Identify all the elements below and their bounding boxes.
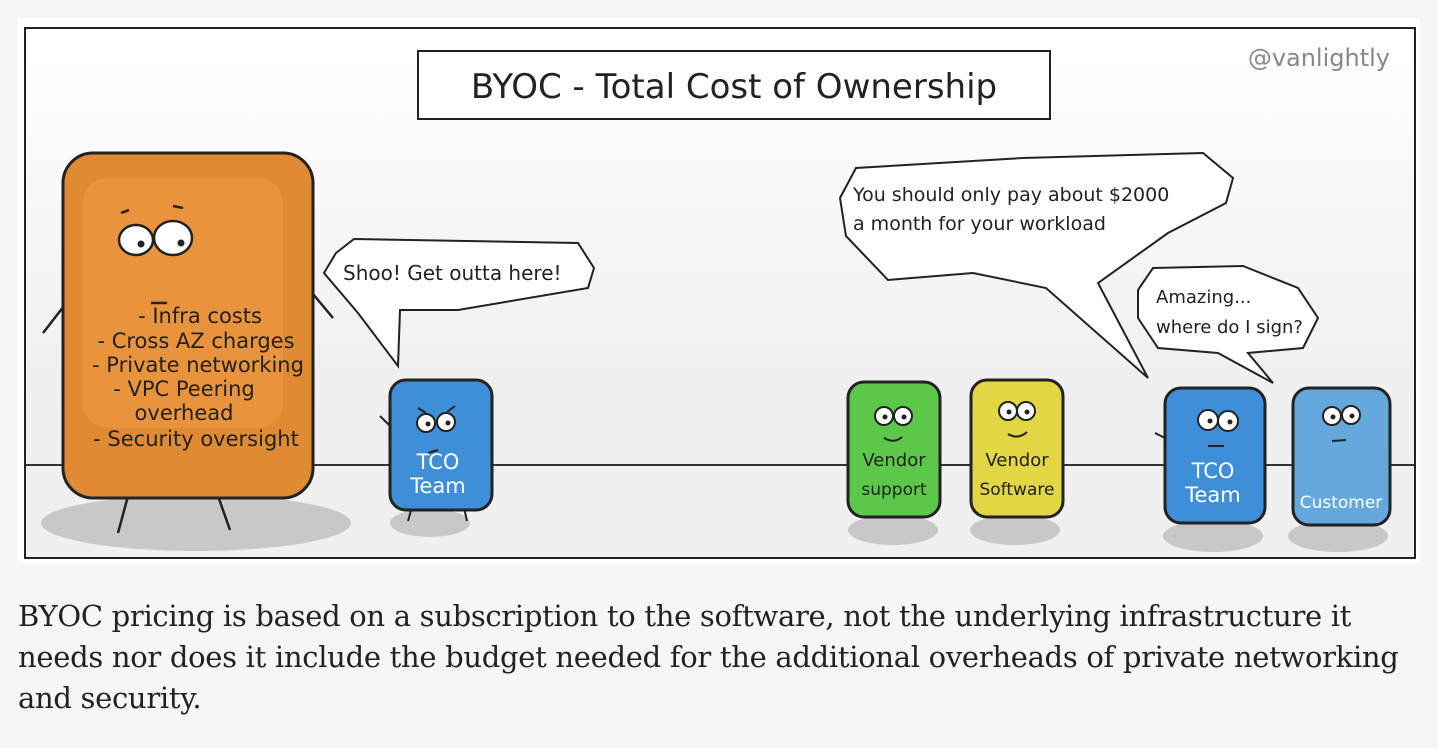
speech-text: Amazing...: [1156, 287, 1251, 308]
character-label: support: [861, 480, 927, 500]
tco-team-right-character: TCO Team: [1154, 386, 1267, 525]
character-label: TCO: [1191, 459, 1235, 483]
character-label: TCO: [416, 450, 460, 474]
cost-item: - Cross AZ charges: [97, 329, 294, 353]
character-label: Vendor: [985, 450, 1049, 471]
character-label: Software: [980, 480, 1055, 500]
speech-bubble-customer: Amazing... where do I sign?: [1137, 264, 1320, 384]
cost-item: - Security oversight: [93, 427, 299, 451]
speech-bubble-pricing: You should only pay about $2000 a month …: [838, 151, 1235, 379]
speech-text: a month for your workload: [853, 213, 1106, 235]
artist-signature: @vanlightly: [1248, 44, 1390, 72]
cost-item: - Infra costs: [138, 304, 262, 328]
speech-bubble-shoo: Shoo! Get outta here!: [322, 237, 596, 369]
character-label: Vendor: [862, 450, 926, 471]
comic-illustration: BYOC - Total Cost of Ownership @vanlight…: [18, 18, 1420, 563]
cost-item: - Private networking: [92, 353, 304, 377]
speech-text: Shoo! Get outta here!: [343, 261, 562, 285]
character-label: Team: [1184, 483, 1241, 507]
shadows: [41, 495, 1388, 552]
character-label: Customer: [1300, 493, 1383, 513]
title-box: [417, 50, 1051, 120]
cost-item: overhead: [135, 401, 234, 425]
comic-panel: BYOC - Total Cost of Ownership @vanlight…: [24, 27, 1416, 559]
image-caption: BYOC pricing is based on a subscription …: [18, 599, 1399, 715]
cost-item: - VPC Peering: [113, 377, 254, 401]
speech-text: You should only pay about $2000: [852, 184, 1169, 206]
vendor-software-character: Vendor Software: [969, 378, 1065, 519]
customer-character: Customer: [1291, 386, 1392, 527]
speech-text: where do I sign?: [1156, 317, 1303, 338]
tco-team-left-character: TCO Team: [379, 378, 494, 522]
character-label: Team: [409, 474, 466, 498]
vendor-support-character: Vendor support: [846, 380, 942, 519]
comic-title: BYOC - Total Cost of Ownership: [471, 67, 997, 107]
cost-block-character: - Infra costs - Cross AZ charges - Priva…: [42, 151, 334, 534]
